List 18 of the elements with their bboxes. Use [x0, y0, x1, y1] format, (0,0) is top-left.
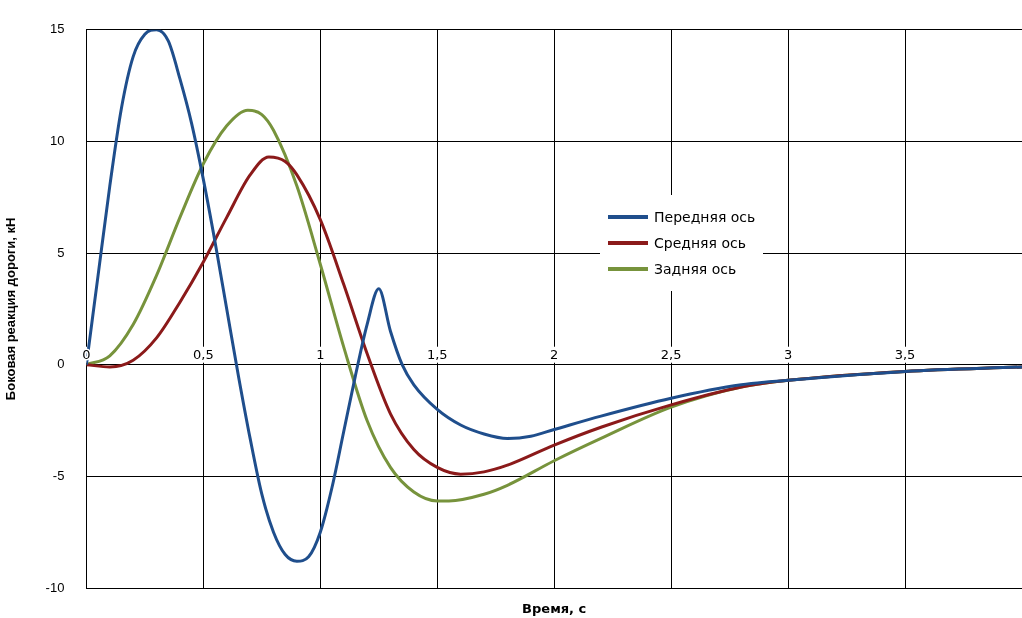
x-tick-label: 1,5 — [426, 346, 448, 362]
legend-label: Передняя ось — [654, 209, 756, 225]
x-tick-label: 2,5 — [660, 346, 682, 362]
legend-label: Средняя ось — [654, 235, 746, 251]
y-tick-label: -5 — [52, 467, 65, 483]
y-tick-label: -10 — [45, 579, 65, 595]
x-tick-label: 3 — [783, 346, 793, 362]
x-tick-label: 3,5 — [894, 346, 916, 362]
y-tick-label: 10 — [49, 133, 65, 149]
y-tick-label: 0 — [57, 356, 65, 372]
y-tick-label: 15 — [49, 21, 65, 37]
x-tick-label: 2 — [550, 346, 559, 362]
x-tick-label: 1 — [316, 346, 325, 362]
y-tick-label: 5 — [57, 244, 65, 260]
x-axis-title: Время, с — [522, 600, 587, 616]
legend-label: Задняя ось — [654, 261, 737, 277]
y-axis-title: Боковая реакция дороги, кН — [3, 217, 19, 401]
x-tick-label: 0,5 — [193, 346, 214, 362]
